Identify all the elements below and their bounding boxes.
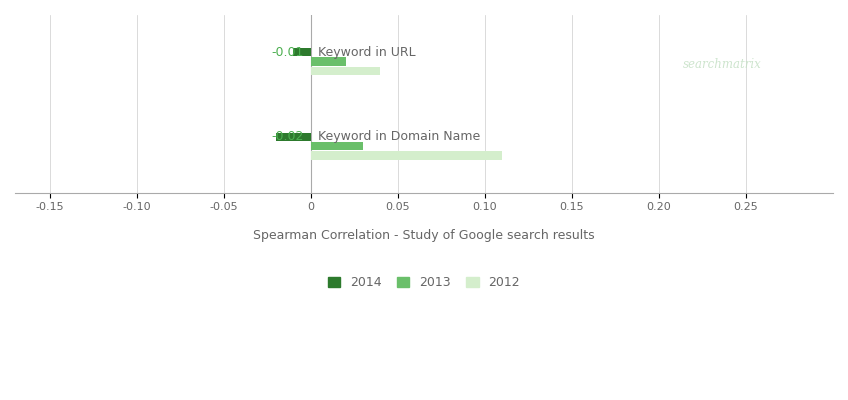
Bar bbox=[276, 132, 311, 141]
Bar bbox=[293, 48, 311, 56]
Text: -0.01: -0.01 bbox=[271, 46, 304, 59]
Bar bbox=[311, 66, 381, 75]
X-axis label: Spearman Correlation - Study of Google search results: Spearman Correlation - Study of Google s… bbox=[254, 229, 594, 242]
Bar bbox=[311, 151, 502, 160]
Legend: 2014, 2013, 2012: 2014, 2013, 2012 bbox=[328, 276, 520, 289]
Bar bbox=[311, 142, 363, 150]
Text: searchmatrix: searchmatrix bbox=[683, 58, 762, 71]
Text: Keyword in URL: Keyword in URL bbox=[318, 46, 416, 59]
Text: -0.02: -0.02 bbox=[271, 130, 304, 143]
Bar bbox=[311, 57, 346, 66]
Text: Keyword in Domain Name: Keyword in Domain Name bbox=[318, 130, 480, 143]
